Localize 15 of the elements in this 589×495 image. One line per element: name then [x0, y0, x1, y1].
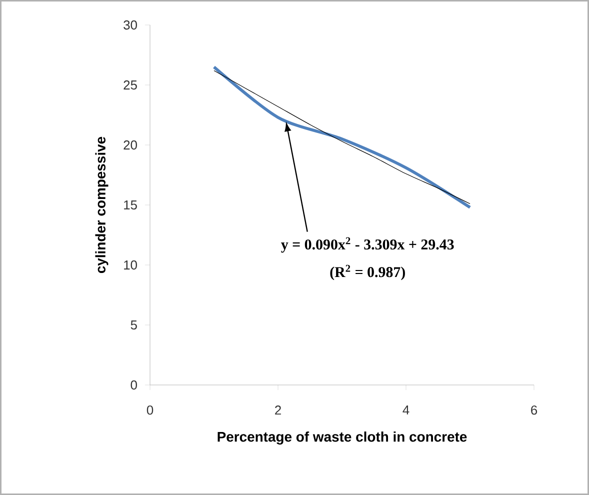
x-tick-label: 0: [146, 406, 154, 415]
y-tick-label: 30: [124, 20, 137, 30]
x-tick-label: 4: [402, 406, 410, 414]
x-tick-label: 2: [275, 406, 281, 415]
x-axis-title: Percentage of waste cloth in concrete: [218, 432, 467, 445]
y-tick-label: 0: [130, 380, 137, 390]
annotation: (R$^{2}$ = 0.987): [330, 264, 405, 280]
y-axis-title: cylinder compessive: [95, 136, 108, 274]
y-tick-label: 20: [124, 140, 137, 150]
y-tick-label: 5: [130, 320, 137, 330]
y-tick-label: 25: [124, 80, 137, 90]
y-tick-label: 15: [124, 200, 137, 210]
annotation: y = 0.090x$^{2}$ - 3.309x + 29.43: [281, 237, 454, 253]
x-tick-label: 6: [531, 406, 538, 415]
y-tick-label: 10: [124, 260, 137, 270]
